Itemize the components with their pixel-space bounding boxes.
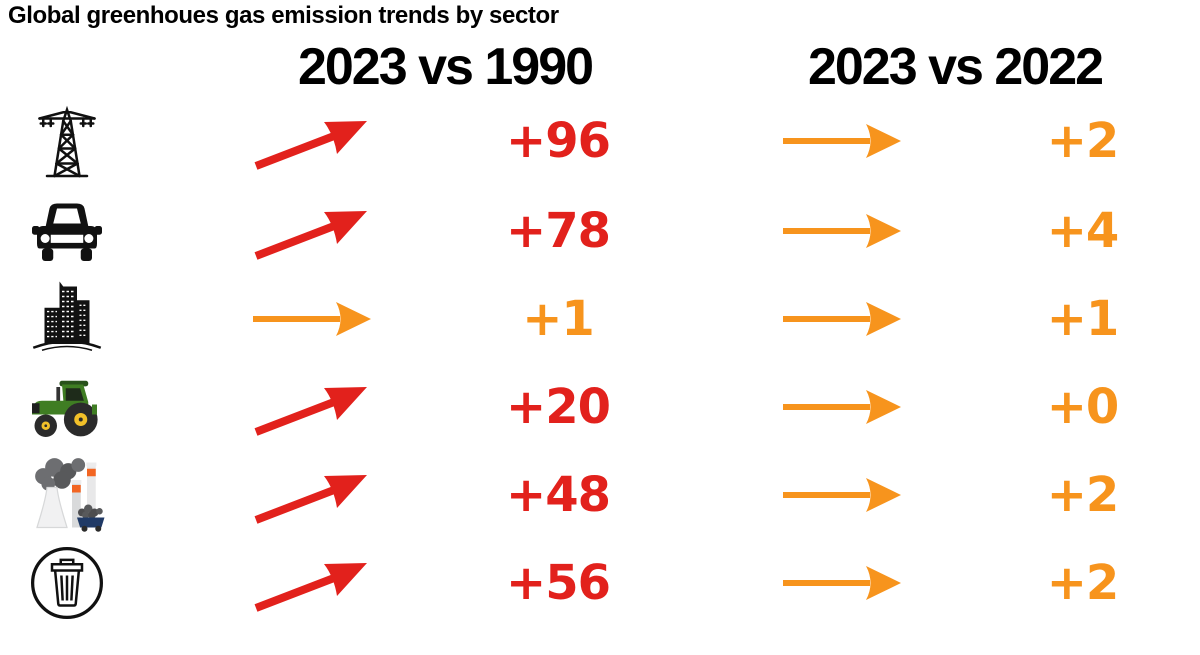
trend-up-arrow-icon xyxy=(244,186,380,276)
value-buildings-vs-1990: +1 xyxy=(522,291,595,347)
sector-row-industry: +48 +2 xyxy=(0,450,1200,540)
value-waste-vs-2022: +2 xyxy=(1046,555,1120,611)
trend-up-arrow-icon xyxy=(244,96,380,186)
value-electricity-vs-1990: +96 xyxy=(505,113,611,169)
trend-flat-arrow-icon xyxy=(776,538,908,628)
sector-row-agriculture: +20 +0 xyxy=(0,362,1200,452)
value-electricity-vs-2022: +2 xyxy=(1046,113,1120,169)
sector-row-electricity: +96 +2 xyxy=(0,96,1200,186)
value-buildings-vs-2022: +1 xyxy=(1046,291,1120,347)
value-agriculture-vs-2022: +0 xyxy=(1046,379,1120,435)
trend-up-arrow-icon xyxy=(244,450,380,540)
value-transport-vs-1990: +78 xyxy=(505,203,611,259)
value-industry-vs-2022: +2 xyxy=(1046,467,1120,523)
chart-title: Global greenhoues gas emission trends by… xyxy=(8,2,559,29)
trend-up-arrow-icon xyxy=(244,538,380,628)
trend-flat-arrow-icon xyxy=(776,274,908,364)
value-waste-vs-1990: +56 xyxy=(505,555,611,611)
sector-row-waste: +56 +2 xyxy=(0,538,1200,628)
sector-row-transport: +78 +4 xyxy=(0,186,1200,276)
buildings-icon xyxy=(14,274,120,364)
trend-flat-arrow-icon xyxy=(776,186,908,276)
value-industry-vs-1990: +48 xyxy=(505,467,611,523)
value-transport-vs-2022: +4 xyxy=(1046,203,1120,259)
column-header-2023-vs-2022: 2023 vs 2022 xyxy=(807,38,1104,96)
factory-icon xyxy=(14,450,120,540)
transmission-tower-icon xyxy=(14,96,120,186)
sector-row-buildings: +1 +1 xyxy=(0,274,1200,364)
waste-bin-icon xyxy=(14,538,120,628)
trend-flat-arrow-icon xyxy=(776,362,908,452)
trend-flat-arrow-icon xyxy=(776,450,908,540)
trend-flat-arrow-icon xyxy=(776,96,908,186)
column-header-2023-vs-1990: 2023 vs 1990 xyxy=(297,38,594,96)
tractor-icon xyxy=(14,362,120,452)
trend-flat-arrow-icon xyxy=(244,274,380,364)
value-agriculture-vs-1990: +20 xyxy=(505,379,611,435)
trend-up-arrow-icon xyxy=(244,362,380,452)
car-icon xyxy=(14,186,120,276)
